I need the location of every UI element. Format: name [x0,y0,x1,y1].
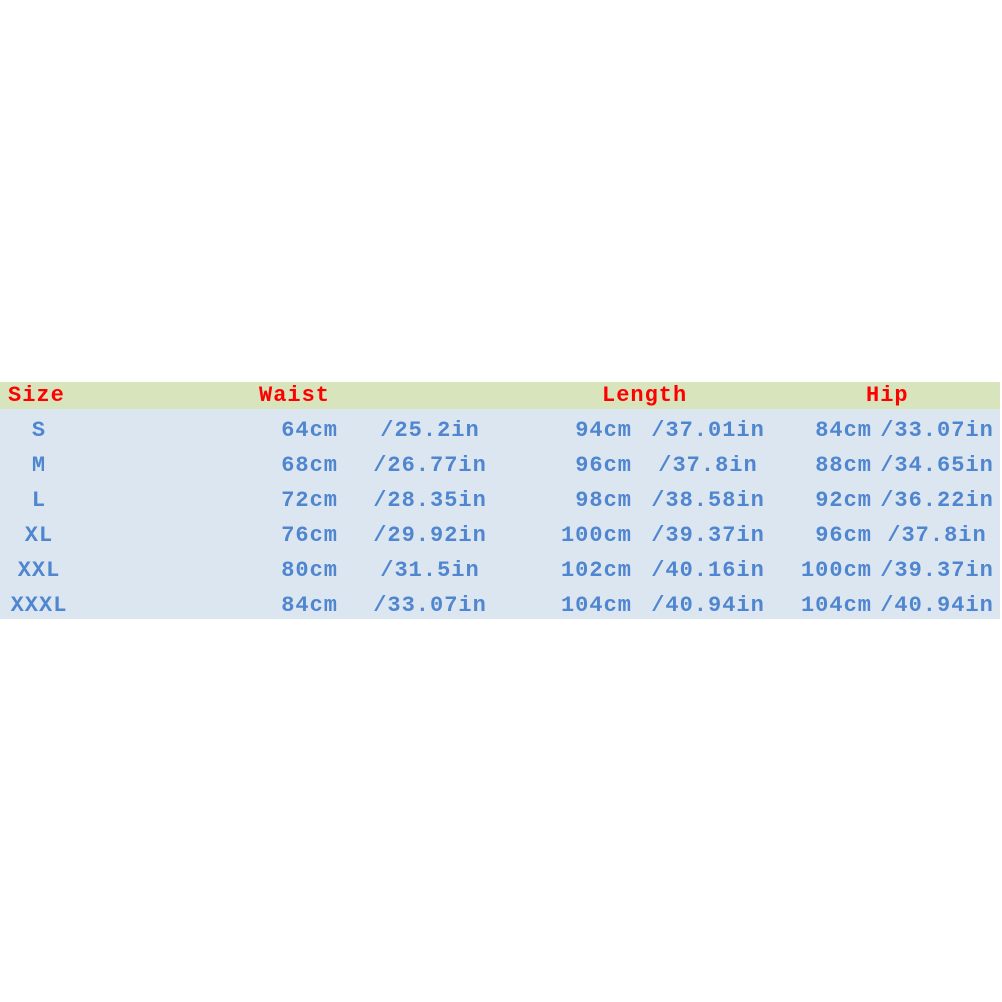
cell-length-in: /38.58in [651,488,765,513]
cell-hip-in: /39.37in [880,558,994,583]
cell-waist-in: /29.92in [373,523,487,548]
cell-waist-cm: 68cm [281,453,338,478]
cell-hip-in: /33.07in [880,418,994,443]
header-length: Length [602,383,688,408]
cell-hip-cm: 84cm [815,418,872,443]
cell-hip-cm: 92cm [815,488,872,513]
cell-size: S [31,418,47,443]
cell-length-in: /40.16in [651,558,765,583]
cell-waist-cm: 80cm [281,558,338,583]
cell-waist-in: /33.07in [373,593,487,618]
table-body [0,409,1000,619]
cell-length-cm: 100cm [560,523,632,548]
cell-hip-cm: 104cm [800,593,872,618]
cell-hip-in: /37.8in [887,523,987,548]
cell-size: M [31,453,47,478]
cell-hip-cm: 100cm [800,558,872,583]
cell-length-cm: 94cm [575,418,632,443]
cell-length-cm: 104cm [560,593,632,618]
cell-length-in: /40.94in [651,593,765,618]
cell-waist-cm: 64cm [281,418,338,443]
cell-length-cm: 98cm [575,488,632,513]
cell-length-cm: 96cm [575,453,632,478]
cell-hip-in: /40.94in [880,593,994,618]
cell-waist-in: /28.35in [373,488,487,513]
cell-waist-in: /26.77in [373,453,487,478]
cell-size: L [31,488,47,513]
cell-length-cm: 102cm [560,558,632,583]
cell-size: XXXL [10,593,68,618]
cell-waist-cm: 76cm [281,523,338,548]
cell-size: XL [24,523,54,548]
cell-waist-in: /31.5in [380,558,480,583]
cell-length-in: /37.8in [658,453,758,478]
header-waist: Waist [259,383,331,408]
cell-waist-in: /25.2in [380,418,480,443]
cell-length-in: /37.01in [651,418,765,443]
header-hip: Hip [866,383,909,408]
cell-size: XXL [17,558,61,583]
cell-hip-cm: 88cm [815,453,872,478]
table-header-row [0,382,1000,409]
cell-length-in: /39.37in [651,523,765,548]
cell-waist-cm: 84cm [281,593,338,618]
cell-waist-cm: 72cm [281,488,338,513]
cell-hip-in: /36.22in [880,488,994,513]
cell-hip-in: /34.65in [880,453,994,478]
header-size: Size [8,383,65,408]
cell-hip-cm: 96cm [815,523,872,548]
